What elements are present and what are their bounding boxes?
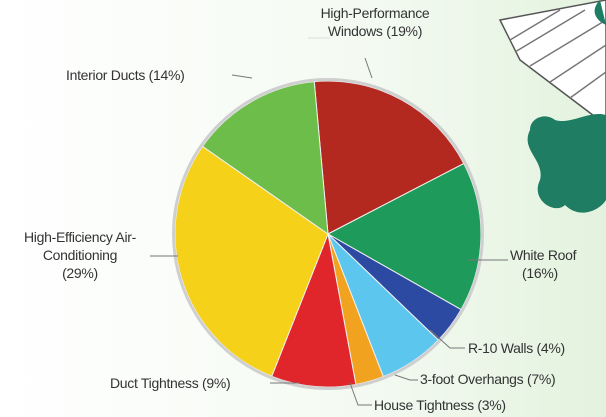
value-label: (19%) [386, 23, 422, 39]
category: House Tightness [374, 397, 474, 413]
page: High-Performance Windows (19%) White Roo… [0, 0, 606, 417]
label: High-Efficiency Air-Conditioning(29%) [10, 228, 150, 282]
label: High-Performance Windows (19%) [300, 4, 450, 40]
label: White Roof(16%) [510, 246, 576, 282]
label: House Tightness (3%) [374, 396, 506, 414]
value-label: (16%) [510, 264, 576, 282]
label: 3-foot Overhangs (7%) [420, 370, 555, 388]
label: R-10 Walls (4%) [468, 339, 565, 357]
value-label: (9%) [202, 375, 230, 391]
value-label: (7%) [527, 371, 555, 387]
value-label: (14%) [149, 67, 185, 83]
category: Interior Ducts [66, 67, 145, 83]
category: White Roof [510, 246, 576, 264]
category: High-Efficiency Air-Conditioning [24, 229, 136, 263]
category: R-10 Walls [468, 340, 533, 356]
label: Interior Ducts (14%) [66, 66, 185, 84]
label: Duct Tightness (9%) [110, 374, 230, 392]
category: Duct Tightness [110, 375, 198, 391]
value-label: (4%) [537, 340, 565, 356]
pie [174, 80, 483, 389]
category: 3-foot Overhangs [420, 371, 523, 387]
value-label: (3%) [477, 397, 505, 413]
value-label: (29%) [10, 264, 150, 282]
